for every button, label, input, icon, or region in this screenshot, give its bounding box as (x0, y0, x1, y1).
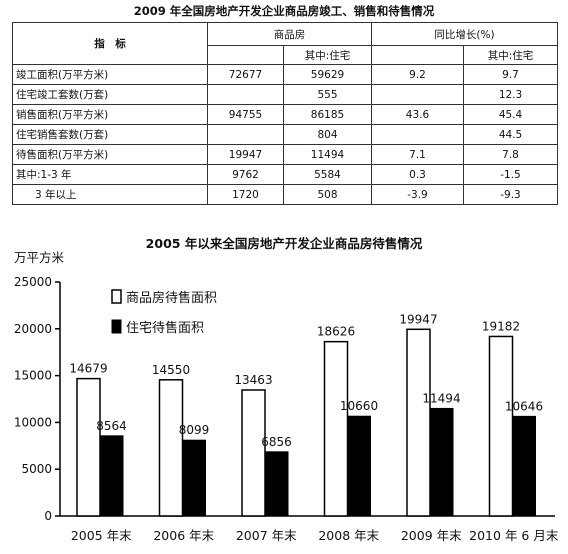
x-tick-label: 2006 年末 (153, 528, 214, 543)
bar-commercial (488, 335, 514, 517)
data-label-residential: 8099 (179, 423, 210, 437)
table-row: 销售面积(万平方米) 94755 86185 43.6 45.4 (12, 104, 559, 125)
row-label: 3 年以上 (12, 184, 208, 205)
cell-commercial: 72677 (207, 64, 284, 85)
x-tick-label: 2008 年末 (318, 528, 379, 543)
y-tick-label: 0 (44, 509, 52, 523)
bar-residential (512, 415, 536, 517)
x-tick-label: 2007 年末 (236, 528, 297, 543)
data-label-commercial: 19182 (482, 319, 520, 333)
table-row: 3 年以上 1720 508 -3.9 -9.3 (12, 184, 559, 205)
table-body: 竣工面积(万平方米) 72677 59629 9.2 9.7 住宅竣工套数(万套) 555 1… (12, 64, 559, 205)
legend-label-residential: 住宅待售面积 (126, 320, 204, 336)
y-tick-label: 10000 (14, 415, 52, 429)
header-yoy: 同比增长(%) (370, 22, 559, 46)
y-tick-label: 5000 (21, 462, 52, 476)
legend-swatch-residential (111, 319, 122, 334)
y-tick-label: 15000 (14, 369, 52, 383)
cell-residential: 5584 (283, 164, 372, 185)
bar-commercial (76, 377, 101, 517)
data-label-commercial: 13463 (234, 373, 272, 387)
legend-label-commercial: 商品房待售面积 (126, 290, 217, 306)
bar-residential (182, 439, 206, 517)
data-label-residential: 11494 (422, 391, 460, 405)
header-indicator: 指 标 (12, 22, 208, 65)
data-label-commercial: 19947 (399, 312, 437, 326)
y-axis-label: 万平方米 (14, 250, 65, 265)
cell-residential: 508 (283, 184, 372, 205)
table-row: 待售面积(万平方米) 19947 11494 7.1 7.8 (12, 144, 559, 165)
y-tick-label: 20000 (14, 322, 52, 336)
bar-residential (347, 415, 371, 517)
bar-residential (264, 451, 289, 517)
chart-title: 2005 年以来全国房地产开发企业商品房待售情况 (145, 236, 423, 251)
cell-yoy-residential: -9.3 (462, 184, 559, 205)
row-label: 竣工面积(万平方米) (12, 64, 208, 85)
cell-commercial: 19947 (207, 144, 284, 165)
data-label-commercial: 18626 (317, 325, 355, 339)
table-row: 住宅销售套数(万套) 804 44.5 (12, 124, 559, 145)
table-row: 竣工面积(万平方米) 72677 59629 9.2 9.7 (12, 64, 559, 85)
x-tick-label: 2010 年 6 月末 (469, 528, 559, 543)
bar-commercial (323, 340, 349, 517)
cell-yoy: -3.9 (371, 184, 464, 205)
data-label-commercial: 14679 (69, 362, 107, 376)
y-tick-label: 25000 (14, 275, 52, 289)
legend-swatch-commercial (111, 289, 122, 304)
table-title: 2009 年全国房地产开发企业商品房竣工、销售和待售情况 (133, 4, 435, 18)
data-label-residential: 6856 (261, 435, 292, 449)
data-label-residential: 10660 (340, 399, 378, 413)
table-row: 其中:1-3 年 9762 5584 0.3 -1.5 (12, 164, 559, 185)
bar-residential (429, 407, 454, 517)
cell-residential: 86185 (283, 104, 372, 125)
bar-commercial (406, 328, 431, 517)
data-label-residential: 8564 (96, 419, 127, 433)
statistics-table: 指 标 商品房 同比增长(%) 其中:住宅 其中:住宅 竣工面积(万平方米) 72… (12, 22, 559, 205)
cell-yoy-residential: 44.5 (462, 124, 559, 145)
cell-commercial: 1720 (207, 184, 284, 205)
cell-residential: 804 (283, 124, 372, 145)
header-commercial-residential: 其中:住宅 (283, 45, 372, 65)
x-tick-label: 2005 年末 (71, 528, 132, 543)
x-tick-label: 2009 年末 (401, 528, 462, 543)
data-label-commercial: 14550 (152, 363, 190, 377)
bar-commercial (158, 379, 184, 517)
bar-residential (99, 435, 124, 517)
bar-commercial (241, 389, 266, 517)
data-label-residential: 10646 (505, 399, 543, 413)
